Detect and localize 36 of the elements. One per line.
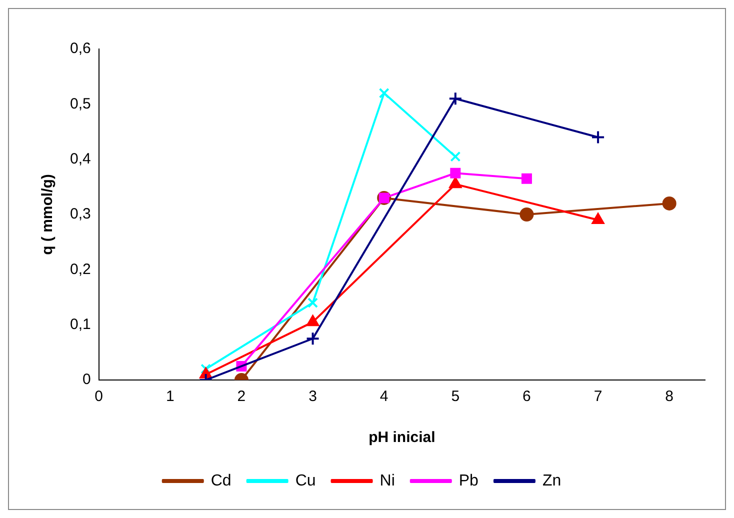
x-tick-label: 1 — [166, 388, 174, 406]
point — [448, 92, 462, 106]
x-tick-label: 6 — [522, 388, 531, 406]
legend-label: Cu — [295, 472, 316, 490]
point — [662, 196, 676, 210]
point — [306, 332, 320, 346]
legend-label: Ni — [380, 472, 395, 490]
legend-label: Cd — [210, 472, 232, 490]
point — [378, 88, 390, 98]
point — [306, 315, 319, 326]
point — [308, 298, 318, 308]
point — [520, 208, 534, 222]
x-tick-label: 2 — [237, 388, 246, 406]
point — [450, 151, 461, 162]
x-tick-label: 8 — [665, 388, 674, 406]
point — [449, 177, 462, 188]
y-tick-label: 0 — [82, 371, 91, 388]
legend-label: Pb — [458, 472, 479, 490]
x-tick-label: 3 — [308, 388, 317, 406]
y-tick-label: 0,4 — [70, 150, 91, 168]
point — [521, 173, 532, 184]
y-axis-title: q ( mmol/g) — [39, 174, 56, 255]
y-tick-label: 0,6 — [70, 40, 91, 58]
legend-label: Zn — [542, 472, 562, 490]
point — [592, 213, 604, 224]
x-tick-label: 7 — [594, 388, 602, 406]
x-tick-label: 4 — [380, 388, 388, 406]
y-tick-label: 0,3 — [70, 206, 91, 223]
x-tick-label: 0 — [94, 388, 104, 406]
y-tick-label: 0,5 — [70, 95, 91, 112]
x-tick-label: 5 — [451, 388, 460, 406]
y-tick-label: 0,1 — [70, 316, 91, 333]
point — [591, 130, 606, 144]
x-axis-title: pH inicial — [368, 429, 436, 446]
y-tick-label: 0,2 — [70, 260, 91, 278]
point — [450, 168, 461, 178]
